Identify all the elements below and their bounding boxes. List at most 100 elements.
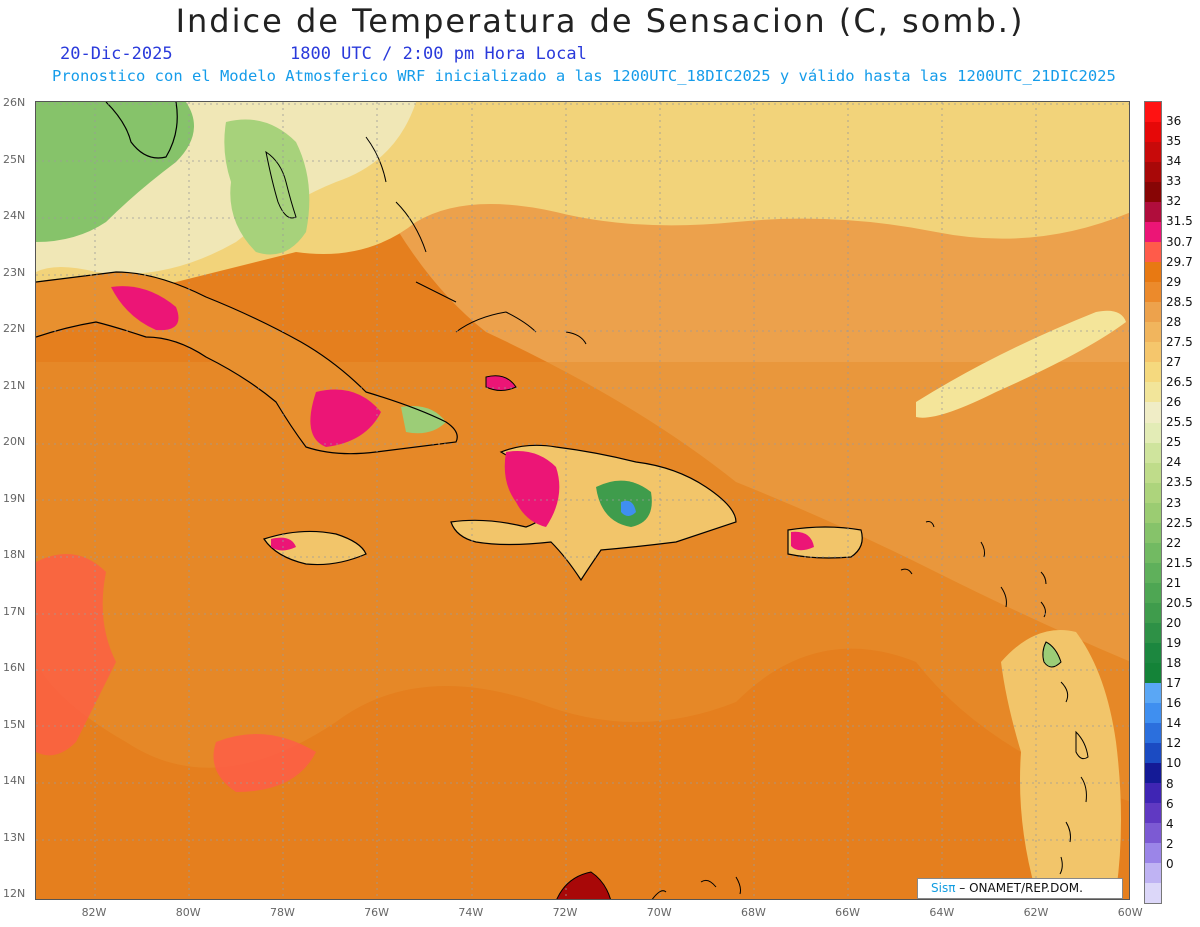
field-red-west [36,554,116,756]
andros-coast [265,150,297,219]
lat-label: 19N [3,491,26,505]
jamaica-hot [271,537,296,551]
colorbar-label: 14 [1166,716,1182,731]
colorbar-swatch [1145,763,1161,784]
cordillera-coldest [621,500,636,516]
model-info: Pronostico con el Modelo Atmosferico WRF… [52,67,1116,85]
colorbar-swatch [1145,722,1161,743]
colorbar-label: 30.7 [1166,234,1193,249]
colorbar-label: 19 [1166,636,1182,651]
field-florida-green [36,102,194,242]
cuba-east-cool [401,406,446,434]
colorbar-label: 20 [1166,615,1182,630]
temperature-map[interactable] [35,101,1130,900]
colorbar-swatch [1145,182,1161,203]
lon-label: 70W [646,906,672,919]
field-east-streak [916,310,1126,418]
colorbar-swatch [1145,462,1161,483]
colorbar-swatch [1145,823,1161,844]
colorbar-label: 27.5 [1166,334,1193,349]
colorbar-swatch [1145,442,1161,463]
colorbar-swatch [1145,522,1161,543]
colorbar-swatch [1145,422,1161,443]
colorbar-swatch [1145,783,1161,804]
sispi-logo: Sisπ [931,881,956,895]
lon-label: 76W [364,906,390,919]
turks-caicos [565,331,587,345]
forecast-time: 1800 UTC / 2:00 pm Hora Local [290,44,587,64]
lat-label: 23N [3,265,26,279]
lat-label: 13N [3,830,26,844]
lat-label: 16N [3,661,26,674]
colorbar-label: 8 [1166,776,1174,791]
lon-label: 60W [1117,906,1143,919]
colorbar-label: 6 [1166,796,1174,811]
colorbar-swatch [1145,863,1161,884]
lon-label: 72W [552,906,578,919]
bahamas-chain [365,136,537,333]
colorbar-label: 29.7 [1166,254,1193,269]
field-antilles-pale [1001,630,1121,892]
colorbar-swatch [1145,662,1161,683]
colorbar-label: 24 [1166,455,1182,470]
colorbar-swatch [1145,142,1161,163]
colorbar-swatch [1145,122,1161,143]
lon-label: 68W [740,906,766,919]
colorbar-swatch [1145,382,1161,403]
colorbar-label: 17 [1166,676,1182,691]
colorbar-swatch [1145,843,1161,864]
colorbar-label: 21 [1166,575,1182,590]
colorbar-label: 26.5 [1166,375,1193,390]
colorbar-swatch [1145,582,1161,603]
colorbar-label: 22.5 [1166,515,1193,530]
colorbar-label: 22 [1166,535,1182,550]
cuba-coast [36,271,458,455]
lat-label: 25N [3,152,26,166]
lat-label: 21N [3,378,26,392]
colorbar-swatch [1145,202,1161,223]
colorbar-label: 36 [1166,114,1182,129]
colorbar-swatch [1145,502,1161,523]
forecast-date: 20-Dic-2025 [60,44,173,64]
colorbar [1144,101,1162,904]
colorbar-swatch [1145,803,1161,824]
haiti-hot [504,451,560,527]
lat-label: 18N [3,548,26,561]
colorbar-swatch [1145,322,1161,343]
lat-label: 17N [3,604,26,618]
colorbar-label: 18 [1166,656,1182,671]
puerto-rico-hot [791,531,814,551]
colorbar-swatch [1145,402,1161,423]
colorbar-label: 29 [1166,274,1182,289]
colorbar-swatch [1145,362,1161,383]
lat-label: 12N [3,887,26,900]
colorbar-label: 28.5 [1166,294,1193,309]
inagua [485,375,517,391]
colorbar-swatch [1145,542,1161,563]
colorbar-swatch [1145,302,1161,323]
colorbar-label: 21.5 [1166,555,1193,570]
colorbar-label: 25.5 [1166,415,1193,430]
colorbar-label: 33 [1166,174,1182,189]
graticule [36,102,1129,899]
florida-coast [105,102,178,159]
lon-label: 74W [458,906,484,919]
colorbar-swatch [1145,883,1161,904]
colorbar-swatch [1145,342,1161,363]
colorbar-swatch [1145,702,1161,723]
lat-label: 26N [3,96,26,109]
colorbar-label: 23.5 [1166,475,1193,490]
lat-label: 15N [3,717,26,731]
colorbar-swatch [1145,602,1161,623]
lon-label: 64W [929,906,955,919]
map-title: Indice de Temperatura de Sensacion (C, s… [175,2,1025,40]
colorbar-swatch [1145,482,1161,503]
colorbar-label: 0 [1166,856,1174,871]
lat-label: 22N [3,322,26,335]
lat-label: 24N [3,209,26,222]
colorbar-label: 31.5 [1166,214,1193,229]
credit-box: Sisπ – ONAMET/REP.DOM. [917,878,1123,899]
lon-label: 80W [175,906,201,919]
lat-label: 20N [3,435,26,448]
colorbar-swatch [1145,242,1161,263]
